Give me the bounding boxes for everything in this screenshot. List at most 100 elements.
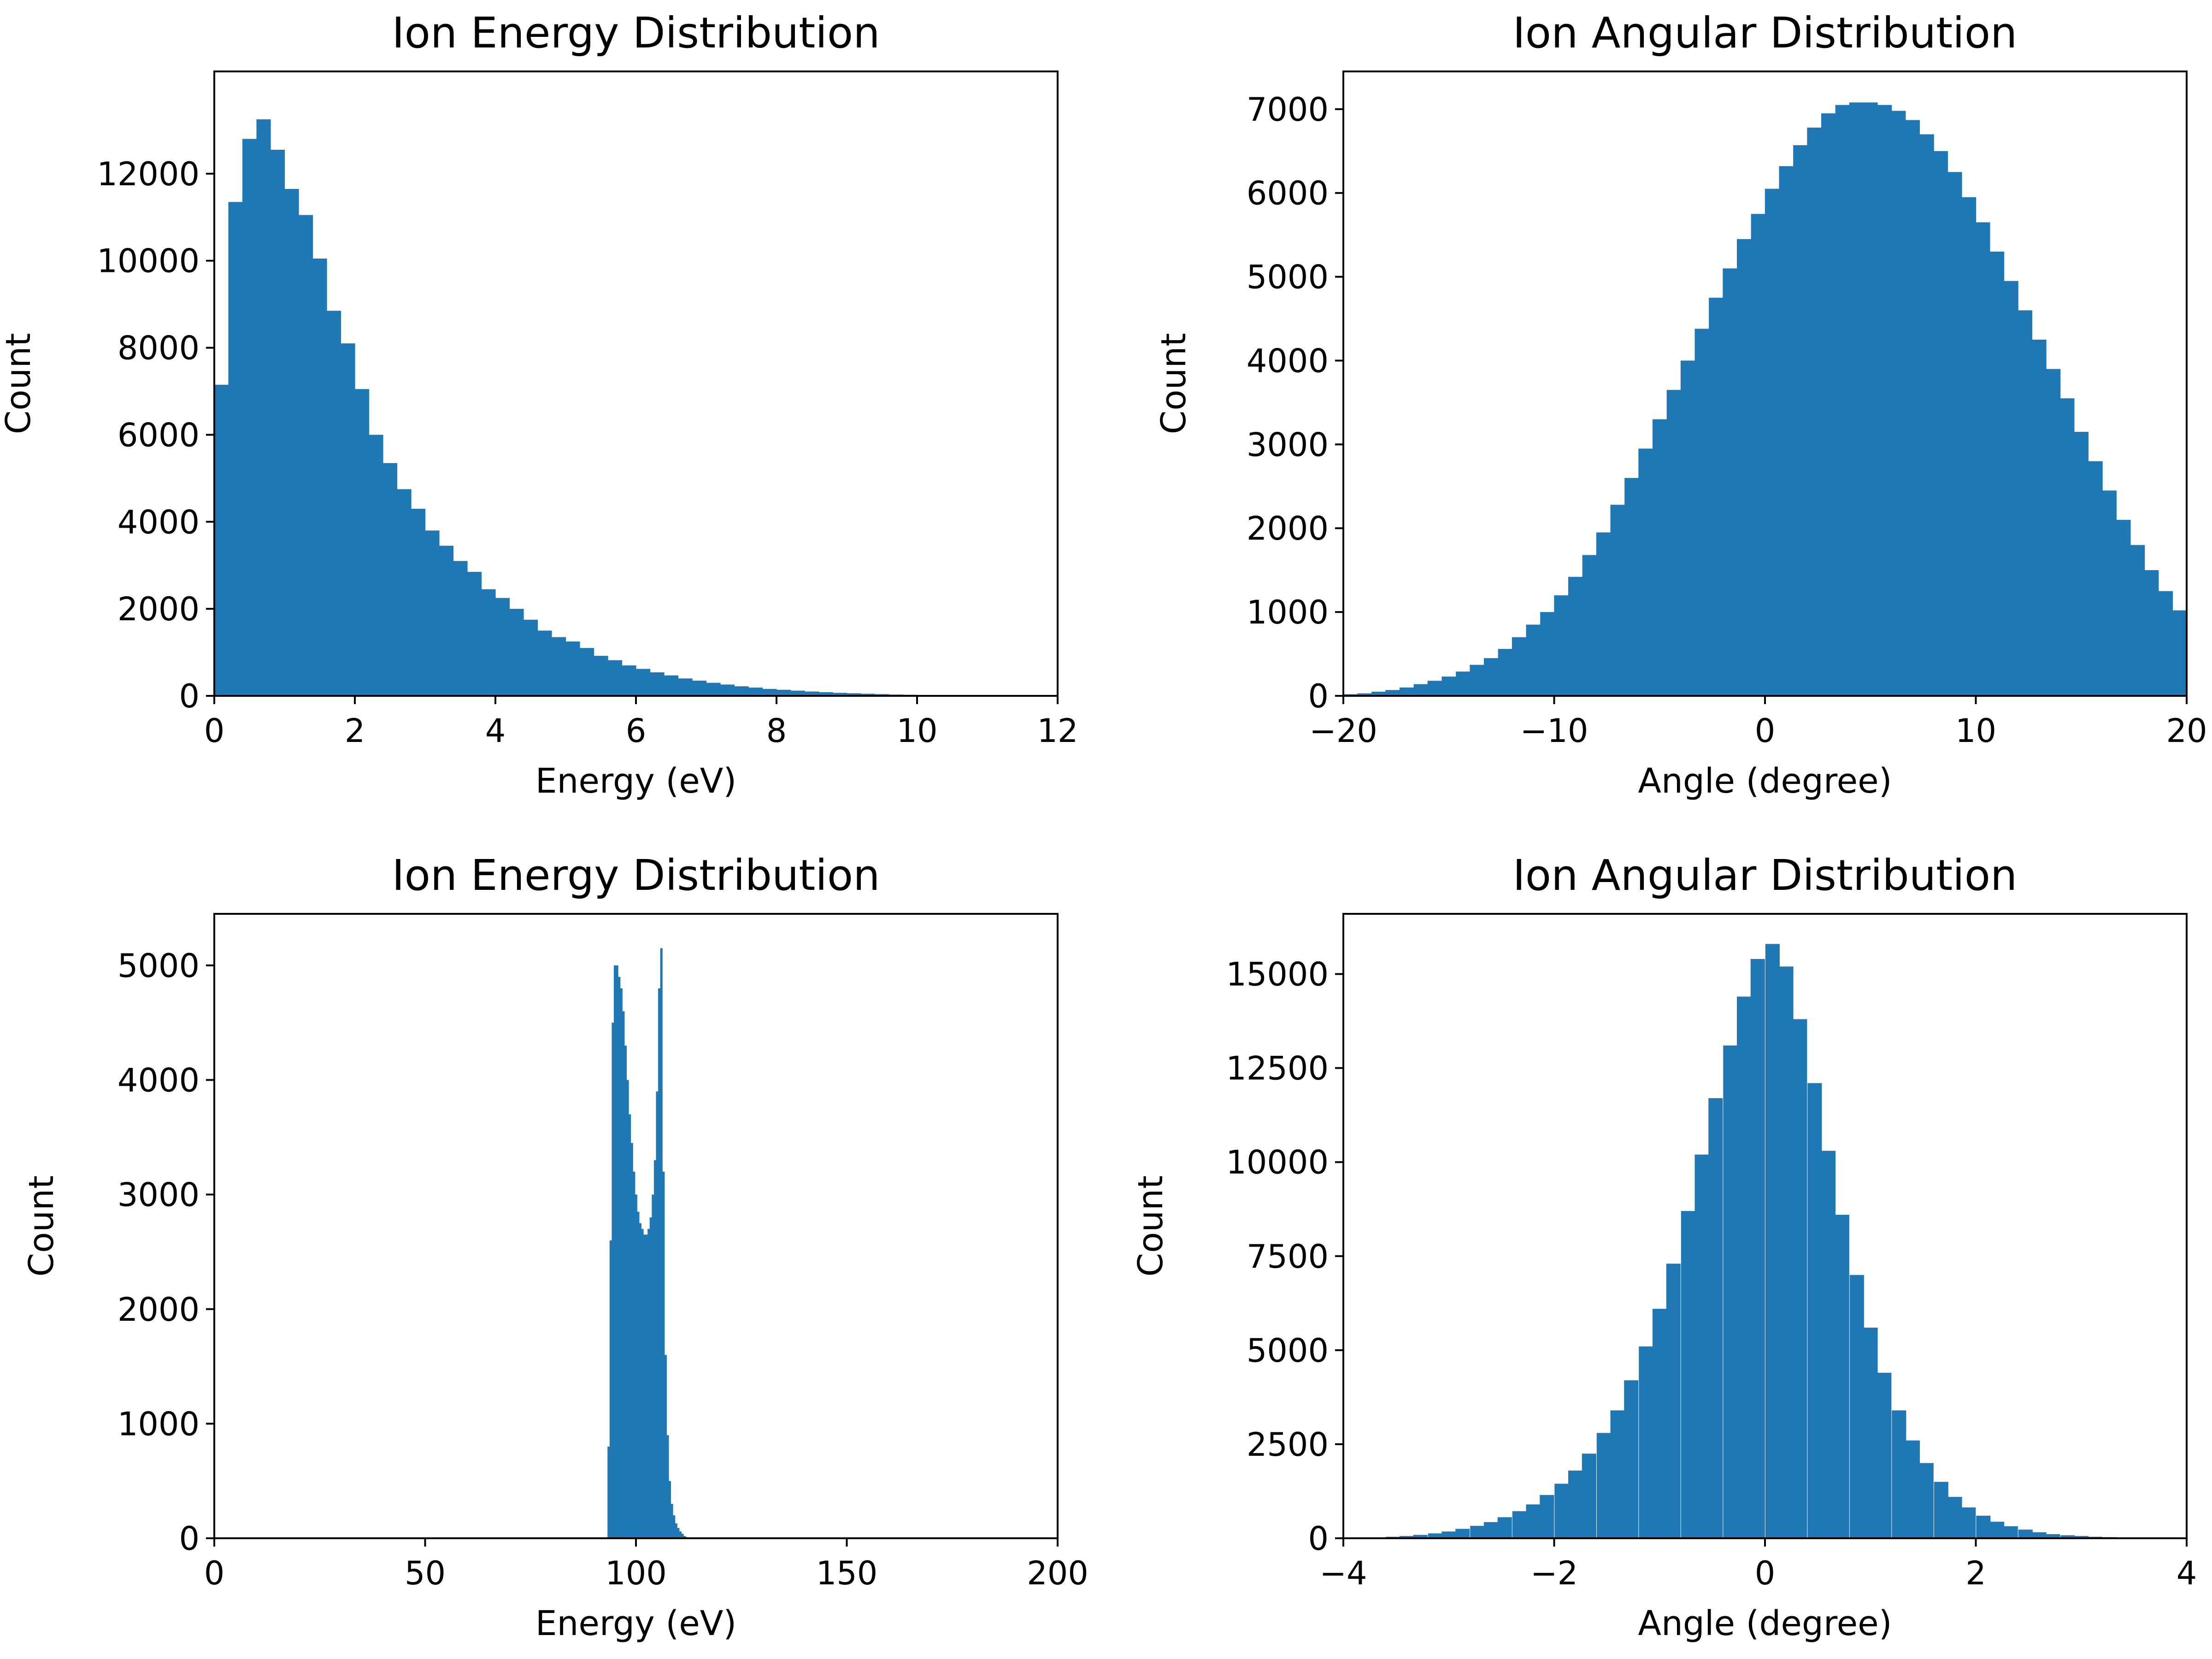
x-tick-label: 100 [605, 1554, 667, 1592]
histogram-bar [624, 1045, 627, 1538]
histogram-bar [1526, 1504, 1541, 1538]
histogram-bar [1694, 329, 1709, 696]
histogram-bar [284, 188, 299, 696]
y-tick-label: 10000 [97, 242, 200, 280]
histogram-bar [509, 609, 524, 696]
x-axis-label: Angle (degree) [1638, 1604, 1892, 1643]
histogram-bar [1484, 658, 1499, 696]
histogram-bar [1779, 966, 1794, 1538]
x-tick-label: 2 [345, 712, 365, 750]
x-tick-label: 0 [204, 712, 225, 750]
y-tick-label: 2000 [118, 590, 200, 628]
histogram-bar [1961, 1507, 1976, 1538]
histogram-bar [1821, 113, 1836, 696]
x-tick-label: −2 [1530, 1554, 1578, 1592]
x-axis-ticks: −20 −10 0 10 20 [1309, 696, 2207, 750]
histogram-bar [1554, 595, 1569, 696]
histogram-bar [495, 598, 510, 696]
histogram-bar [1455, 1529, 1470, 1538]
chart-title: Ion Energy Distribution [392, 851, 880, 900]
histogram-bar [675, 1523, 677, 1538]
histogram-bar [668, 1481, 671, 1538]
y-tick-label: 2000 [118, 1291, 200, 1329]
histogram-bar [1737, 996, 1752, 1538]
histogram-bar [1400, 1536, 1414, 1538]
histogram-bar [552, 637, 566, 696]
x-tick-label: 4 [485, 712, 506, 750]
x-tick-label: 8 [766, 712, 787, 750]
histogram-bar [1751, 214, 1765, 696]
histogram-bar [734, 686, 749, 696]
histogram-bar [2004, 281, 2018, 696]
histogram-bar [411, 508, 426, 696]
histogram-bar [1807, 127, 1822, 696]
histogram-bar [1484, 1522, 1499, 1538]
x-tick-label: 20 [2166, 712, 2207, 750]
histogram-bars [1343, 944, 2187, 1538]
histogram-bar [1976, 222, 1990, 696]
x-tick-label: 2 [1965, 1554, 1986, 1592]
histogram-bar [2144, 570, 2159, 696]
histogram-bars [607, 948, 688, 1538]
histogram-bar [641, 1229, 644, 1538]
histogram-bar [1835, 105, 1850, 696]
histogram-bar [214, 384, 229, 696]
y-axis-ticks: 0 1000 2000 3000 4000 5000 6000 7000 [1247, 91, 1343, 715]
histogram-bar [2032, 1532, 2047, 1538]
histogram-bar [1779, 166, 1794, 696]
y-tick-label: 5000 [118, 947, 200, 985]
histogram-bar [633, 1171, 635, 1538]
energy-distribution-chart-low: 0 2 4 6 8 10 12 0 2000 4000 6000 8000 10000 12000 Ion … [0, 8, 1078, 801]
histogram-bar [626, 1080, 629, 1538]
y-tick-label: 6000 [1247, 175, 1329, 212]
x-tick-label: 6 [626, 712, 647, 750]
angular-distribution-chart-narrow: −4 −2 0 2 4 0 2500 5000 7500 10000 12500 15000 Ion A… [1131, 851, 2197, 1643]
histogram-bar [1934, 1482, 1948, 1538]
histogram-bar [299, 215, 313, 696]
histogram-bar [683, 1536, 686, 1538]
y-tick-label: 3000 [118, 1176, 200, 1214]
histogram-bar [818, 692, 833, 696]
x-tick-label: 10 [896, 712, 937, 750]
histogram-bar [271, 149, 285, 696]
histogram-bar [2003, 1526, 2018, 1538]
histogram-bar [1694, 1154, 1709, 1538]
histogram-bar [1498, 649, 1512, 696]
histogram-bar [628, 1114, 631, 1538]
histogram-bar [1863, 1327, 1878, 1538]
histogram-bar [1596, 1433, 1611, 1538]
histogram-bar [678, 678, 693, 696]
histogram-bar [608, 660, 623, 696]
histogram-bar [658, 988, 661, 1538]
x-tick-label: 50 [405, 1554, 446, 1592]
histogram-bar [1540, 612, 1555, 696]
y-tick-label: 1000 [1247, 594, 1329, 631]
x-axis-ticks: −4 −2 0 2 4 [1319, 1538, 2197, 1592]
histogram-bars [214, 119, 918, 696]
histogram-bar [2046, 1534, 2060, 1538]
histogram-bar [1680, 360, 1695, 696]
histogram-bar [1750, 959, 1765, 1538]
histogram-bar [656, 1091, 659, 1538]
histogram-bar [369, 435, 383, 696]
angular-distribution-chart-wide: −20 −10 0 10 20 0 1000 2000 3000 4000 5000 6000 7000… [1154, 8, 2207, 801]
histogram-bar [1849, 1275, 1864, 1538]
histogram-bar [630, 1143, 633, 1538]
histogram-bar [1385, 690, 1400, 696]
x-axis-ticks: 0 50 100 150 200 [204, 1538, 1088, 1592]
x-tick-label: −4 [1319, 1554, 1367, 1592]
y-axis-label: Count [0, 333, 38, 435]
x-tick-label: 0 [1755, 712, 1776, 750]
x-axis-label: Energy (eV) [535, 1604, 736, 1643]
histogram-bar [1891, 111, 1906, 696]
histogram-bar [1610, 1410, 1625, 1538]
histogram-bar [660, 948, 663, 1538]
x-tick-label: 4 [2177, 1554, 2197, 1592]
x-tick-label: −20 [1309, 712, 1377, 750]
histogram-bar [355, 389, 370, 696]
histogram-bar [639, 1223, 642, 1538]
histogram-bar [637, 1212, 640, 1538]
histogram-bar [653, 1160, 657, 1538]
histogram-bar [622, 1011, 625, 1538]
histogram-bar [620, 988, 623, 1538]
